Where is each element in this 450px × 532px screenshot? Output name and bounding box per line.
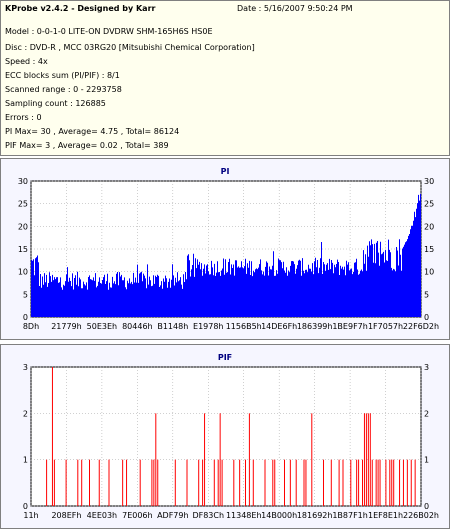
pi-y-tick-label-left: 5: [23, 290, 28, 299]
pi-x-tick-label: 1BE9F7h: [332, 322, 367, 331]
pi-y-tick-label-left: 20: [18, 222, 28, 231]
pi-x-tick-label: 22F6D2h: [403, 322, 439, 331]
info-model: Model : 0-0-1-0 LITE-ON DVDRW SHM-165H6S…: [5, 27, 213, 36]
pif-chart-panel: PIF 11h 208EFh 4EE03h 7E006h ADF79h DF83Ch 113…: [0, 344, 450, 529]
pi-y-tick-label-right: 25: [424, 200, 434, 209]
pif-plot-area: [30, 366, 422, 507]
pi-y-tick-label-right: 10: [424, 268, 434, 277]
pif-x-tick-label: 226B02h: [403, 511, 439, 520]
pi-y-tick-label-right: 15: [424, 245, 434, 254]
pif-x-tick-label: 11348Eh: [226, 511, 262, 520]
pif-y-tick-label-left: 1: [23, 456, 28, 465]
info-range: Scanned range : 0 - 2293758: [5, 85, 122, 94]
info-panel: KProbe v2.4.2 - Designed by Karr Date : …: [0, 0, 450, 156]
pif-chart-title: PIF: [218, 353, 232, 362]
pif-y-tick-label-right: 2: [424, 409, 429, 418]
pif-x-tick-label: 1EF8E1h: [368, 511, 403, 520]
scan-date: Date : 5/16/2007 9:50:24 PM: [237, 4, 353, 13]
pi-x-tick-label: 1156B5h: [226, 322, 262, 331]
pif-x-tick-label: 11h: [23, 511, 38, 520]
pi-y-tick-label-right: 30: [424, 177, 434, 186]
pi-series-bars: [31, 193, 421, 317]
pi-x-tick-label: 186399h: [297, 322, 333, 331]
info-ecc: ECC blocks sum (PI/PIF) : 8/1: [5, 71, 120, 80]
pif-x-tick-label: 208EFh: [51, 511, 81, 520]
pif-x-tick-label: 1B87F1h: [332, 511, 368, 520]
pif-x-tick-label: 181692h: [297, 511, 333, 520]
pif-y-tick-label-right: 0: [424, 502, 429, 511]
pi-chart-panel: PI 8Dh 21779h 50E3Eh 80446h B1148h E1978h 1156…: [0, 158, 450, 340]
info-pif-stats: PIF Max= 3 , Average= 0.02 , Total= 389: [5, 141, 169, 150]
pi-chart: PI 8Dh 21779h 50E3Eh 80446h B1148h E1978h 1156…: [18, 167, 439, 331]
pi-x-tick-label: 1F7057h: [368, 322, 403, 331]
info-errors: Errors : 0: [5, 113, 42, 122]
pi-y-tick-label-left: 10: [18, 268, 28, 277]
info-disc: Disc : DVD-R , MCC 03RG20 [Mitsubishi Ch…: [5, 43, 255, 52]
pi-x-tick-label: E1978h: [193, 322, 223, 331]
pif-y-tick-label-left: 3: [23, 363, 28, 372]
pif-y-tick-label-left: 2: [23, 409, 28, 418]
pi-y-tick-label-right: 20: [424, 222, 434, 231]
pi-x-tick-label: 21779h: [51, 322, 82, 331]
info-pi-stats: PI Max= 30 , Average= 4.75 , Total= 8612…: [5, 127, 180, 136]
info-sampling: Sampling count : 126885: [5, 99, 106, 108]
pi-y-tick-label-left: 25: [18, 200, 28, 209]
pi-x-tick-label: 14DE6Fh: [261, 322, 297, 331]
pif-x-tick-label: 4EE03h: [87, 511, 117, 520]
pif-x-tick-label: DF83Ch: [192, 511, 224, 520]
pi-x-tick-label: 50E3Eh: [87, 322, 117, 331]
pi-y-tick-label-left: 0: [23, 313, 28, 322]
pif-y-tick-label-right: 1: [424, 456, 429, 465]
pi-y-tick-label-right: 0: [424, 313, 429, 322]
pi-y-tick-label-right: 5: [424, 290, 429, 299]
pif-x-tick-label: 14B000h: [261, 511, 297, 520]
pif-x-tick-label: ADF79h: [157, 511, 188, 520]
pi-x-tick-label: B1148h: [157, 322, 188, 331]
pi-chart-title: PI: [221, 167, 230, 176]
pi-x-tick-label: 80446h: [122, 322, 153, 331]
pi-x-tick-label: 8Dh: [23, 322, 39, 331]
pi-y-tick-label-left: 15: [18, 245, 28, 254]
pif-chart: PIF 11h 208EFh 4EE03h 7E006h ADF79h DF83Ch 113…: [23, 353, 439, 520]
pif-y-tick-label-left: 0: [23, 502, 28, 511]
app-brand: KProbe v2.4.2 - Designed by Karr: [5, 4, 156, 13]
pif-y-tick-label-right: 3: [424, 363, 429, 372]
pi-y-tick-label-left: 30: [18, 177, 28, 186]
info-speed: Speed : 4x: [5, 57, 48, 66]
pif-x-tick-label: 7E006h: [122, 511, 152, 520]
